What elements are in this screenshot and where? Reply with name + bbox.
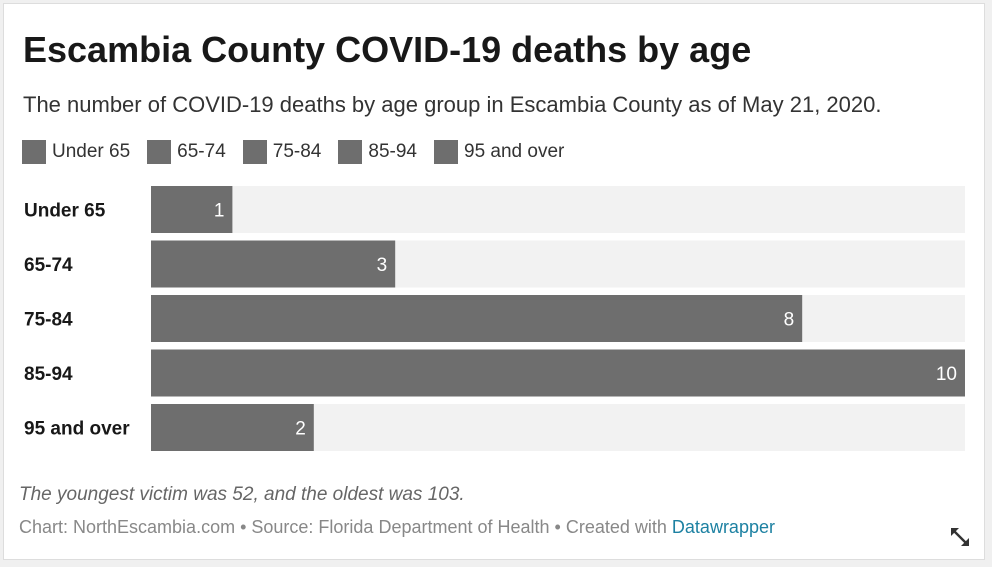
value-label: 1 bbox=[214, 201, 225, 222]
legend-item: Under 65 bbox=[22, 140, 130, 164]
category-label: 85-94 bbox=[24, 364, 73, 385]
legend-item: 75-84 bbox=[242, 140, 322, 164]
value-label: 10 bbox=[936, 364, 957, 385]
bar bbox=[151, 349, 965, 397]
bar bbox=[151, 240, 396, 288]
value-label: 3 bbox=[377, 255, 388, 276]
legend-item: 65-74 bbox=[147, 140, 226, 164]
chart-subtitle: The number of COVID-19 deaths by age gro… bbox=[23, 92, 882, 117]
bar-track bbox=[151, 186, 965, 233]
bar bbox=[151, 186, 233, 233]
chart-footer: Chart: NorthEscambia.com • Source: Flori… bbox=[19, 517, 775, 538]
chart-title: Escambia County COVID-19 deaths by age bbox=[23, 29, 752, 70]
legend-item: 95 and over bbox=[434, 140, 564, 164]
category-label: Under 65 bbox=[24, 201, 106, 222]
datawrapper-link[interactable]: Datawrapper bbox=[671, 517, 775, 537]
legend-swatch bbox=[242, 140, 267, 164]
legend-label: 75-84 bbox=[272, 141, 322, 162]
legend-swatch bbox=[338, 140, 363, 164]
legend-item: 85-94 bbox=[338, 140, 417, 164]
bar bbox=[151, 404, 314, 451]
chart-note: The youngest victim was 52, and the olde… bbox=[19, 484, 465, 505]
source-credit: Source: Florida Department of Health bbox=[251, 517, 550, 537]
legend-swatch bbox=[434, 140, 458, 164]
legend-label: 65-74 bbox=[177, 141, 226, 162]
category-label: 95 and over bbox=[24, 419, 130, 440]
value-label: 2 bbox=[295, 419, 306, 440]
footer-separator: • bbox=[549, 517, 566, 537]
chart-credit: Chart: NorthEscambia.com bbox=[19, 517, 236, 537]
legend-swatch bbox=[147, 140, 172, 164]
bar bbox=[151, 295, 803, 342]
legend-label: 95 and over bbox=[464, 141, 565, 162]
legend-label: 85-94 bbox=[368, 141, 417, 162]
legend-label: Under 65 bbox=[52, 141, 131, 162]
category-label: 75-84 bbox=[24, 310, 73, 331]
legend-swatch bbox=[22, 140, 46, 164]
legend: Under 65 65-74 75-84 85-94 95 and over bbox=[22, 138, 581, 166]
footer-separator: • bbox=[235, 517, 252, 537]
value-label: 8 bbox=[784, 310, 795, 331]
expand-arrows-icon[interactable] bbox=[949, 526, 971, 548]
category-label: 65-74 bbox=[24, 255, 73, 276]
created-with-text: Created with bbox=[565, 517, 672, 537]
